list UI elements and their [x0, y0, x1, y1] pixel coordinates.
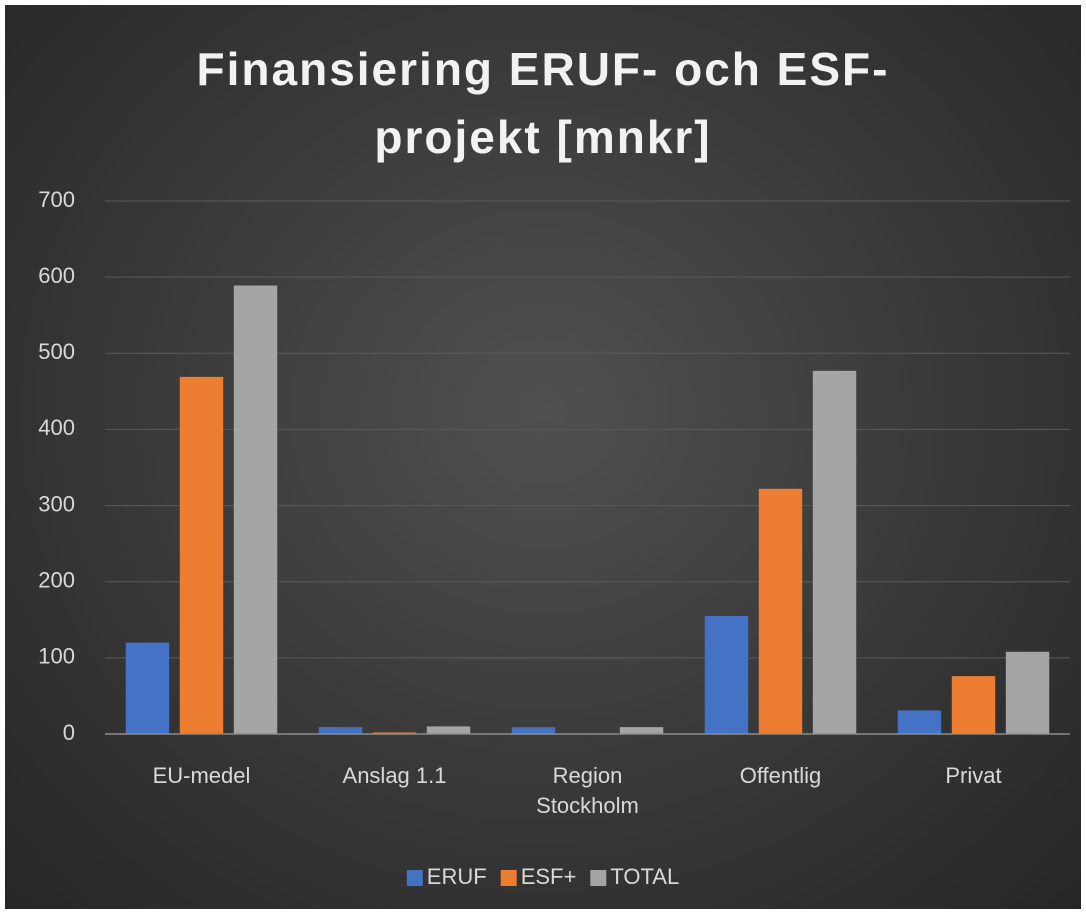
y-tick-label: 200 — [38, 568, 75, 593]
chart: 0 100 200 300 400 500 600 700 ERUF ESF+ TOTAL — [38, 187, 1070, 889]
bar — [318, 727, 363, 734]
y-tick-label: 100 — [38, 644, 75, 669]
bar — [125, 642, 170, 734]
bar — [619, 727, 664, 734]
legend-swatch — [590, 870, 607, 886]
legend-label: ERUF — [427, 864, 487, 889]
bar — [951, 676, 996, 734]
bar — [758, 488, 803, 734]
x-tick-label: Region Stockholm — [536, 763, 639, 818]
x-tick-label: Offentlig — [739, 763, 822, 788]
bar — [1005, 651, 1050, 734]
bar — [511, 727, 556, 734]
y-tick-label: 600 — [38, 263, 75, 288]
bar — [372, 732, 417, 734]
x-tick-label: Privat — [945, 763, 1002, 788]
y-tick-label: 500 — [38, 339, 75, 364]
legend-label: TOTAL — [610, 864, 679, 889]
chart-title: Finansiering ERUF- och ESF-projekt [mnkr… — [196, 43, 890, 163]
bar — [426, 726, 471, 734]
legend-swatch — [406, 870, 423, 886]
y-tick-label: 700 — [38, 187, 75, 212]
y-tick-label: 300 — [38, 491, 75, 516]
legend-label: ESF+ — [521, 864, 577, 889]
y-tick-label: 0 — [63, 720, 75, 745]
y-tick-label: 400 — [38, 415, 75, 440]
bar — [897, 710, 942, 734]
legend-swatch — [500, 870, 517, 886]
chart-frame: 0 100 200 300 400 500 600 700 ERUF ESF+ TOTAL Fina… — [5, 5, 1081, 909]
bar — [812, 370, 857, 734]
bar — [179, 376, 224, 734]
x-tick-label: Anslag 1.1 — [342, 763, 447, 788]
bar — [233, 285, 278, 734]
bar — [704, 615, 749, 734]
x-tick-label: EU-medel — [152, 763, 251, 788]
